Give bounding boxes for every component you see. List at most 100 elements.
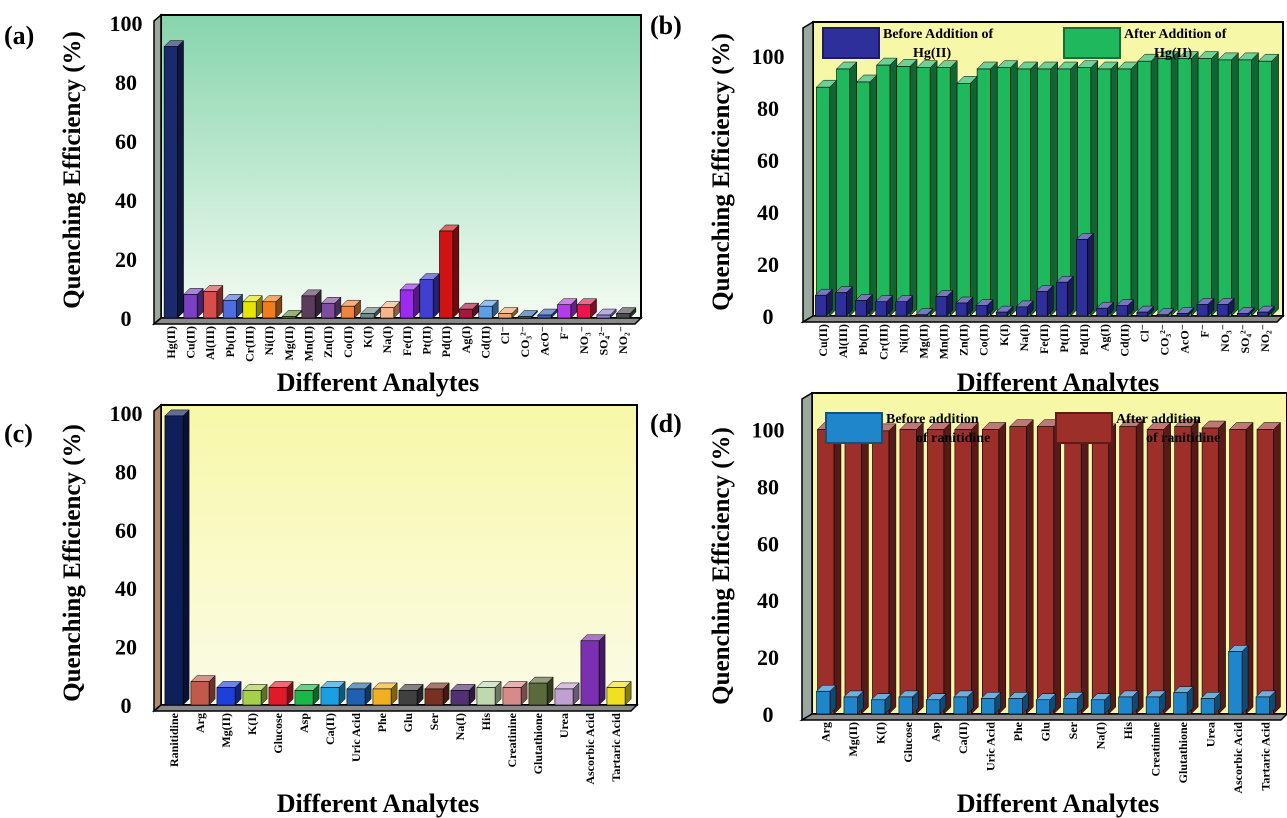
category-label: Pb(II) [223,326,237,357]
category-label: Na(I) [1017,324,1031,351]
bar-before [995,305,1014,317]
bar-after [1228,421,1254,715]
category-label: His [1121,722,1135,740]
category-label: Ni(II) [896,324,910,353]
bar-after [1201,420,1227,715]
category-label: Na(I) [380,326,394,353]
bar-before [843,690,865,715]
bar [183,287,204,319]
y-axis-label: Quenching Efficiency (%) [59,424,86,702]
category-label: Creatinine [1148,721,1162,776]
category-label: K(I) [997,324,1011,346]
bar-after [956,75,978,317]
category-label: Al(III) [203,326,217,360]
bar-before [1008,691,1029,715]
category-label: Mg(II) [846,722,860,757]
y-tick-label: 20 [757,252,779,277]
bar-before [1200,691,1222,715]
bar-before [1136,305,1155,317]
category-label: Mg(II) [916,324,930,359]
bar-after [871,423,897,715]
bar [606,680,632,706]
category-label: CO₃²⁻ [518,326,532,358]
bar-before [1156,308,1175,317]
category-label: Pt(II) [420,326,434,355]
category-label: Phe [375,712,389,732]
category-label: Ni(II) [262,326,276,355]
legend-swatch [1055,412,1113,444]
bar [268,680,294,706]
bar [202,284,224,319]
category-label: Urea [1203,722,1217,747]
bar-after [1217,52,1240,317]
y-tick-label: 40 [115,576,137,601]
bar [517,309,539,319]
category-label: Ca(II) [956,722,970,754]
legend-swatch [1063,27,1121,59]
bar [450,683,476,706]
bar [301,289,322,319]
bar-after [926,421,952,715]
bar-after [1256,421,1282,715]
category-label: Ca(II) [323,713,337,745]
bars [163,39,637,319]
bar [320,296,342,319]
legend-label: Hg(II) [913,46,951,61]
bar-after [815,79,838,317]
category-label: Glutathione [531,712,545,774]
legend-before: Before Addition of Hg(II) [822,27,994,61]
legend-swatch [822,27,880,59]
panel-c: 0 20 40 60 80 100 (c) Quenching Efficiency (%) D… [4,401,639,818]
category-label: Mg(II) [219,713,233,748]
bar-after [844,421,870,715]
bar-before [1055,275,1074,317]
bar-after [1091,423,1117,715]
category-label: Arg [193,713,207,733]
bar-before [1176,306,1195,317]
bar [163,39,185,319]
bar [222,293,244,319]
y-tick-label: 60 [757,148,779,173]
y-axis-label: Quenching Efficiency (%) [708,33,735,311]
category-label: Cr(III) [876,324,890,360]
category-label: NO₂⁻ [1258,324,1272,352]
bar-before [980,691,1002,715]
bar-after [1056,61,1079,317]
bar [164,409,190,706]
bar-after [1036,61,1059,317]
bar-after [876,57,898,317]
category-label: Ag(I) [459,326,473,353]
category-label: NO₂⁻ [616,326,630,354]
side-wall [153,403,162,713]
panel-label: (c) [4,419,33,448]
bar [216,680,242,706]
bar-after [835,61,858,317]
bar-after [1237,52,1260,317]
category-label: SO₄²⁻ [1238,324,1252,354]
category-label: K(I) [874,722,888,744]
bar-before [1063,691,1084,715]
bar-after [1009,419,1034,715]
legend-label: Before Addition of [883,27,994,42]
bar-after [1157,50,1179,317]
bar-after [896,58,918,317]
category-label: Uric Acid [984,722,998,771]
y-tick-label: 80 [115,459,137,484]
bar [596,308,617,319]
category-label: Na(I) [1093,722,1107,749]
bar-after [1146,421,1172,715]
category-label: Pd(II) [439,326,453,357]
bar-after [996,60,1019,317]
bar-after [816,421,842,715]
bar-after [1177,50,1199,317]
bar-before [1015,300,1034,317]
category-label: Hg(II) [164,326,178,359]
bar-before [1227,644,1249,715]
y-tick-label: 100 [110,11,143,36]
bar [340,299,362,319]
bar-before [1118,690,1139,715]
bar [242,683,268,706]
panel-a: 0 20 40 60 80 100 (a) Quenching Efficiency (%) D… [4,11,643,397]
category-label: Na(I) [453,713,467,740]
category-label: Zn(II) [957,324,971,356]
